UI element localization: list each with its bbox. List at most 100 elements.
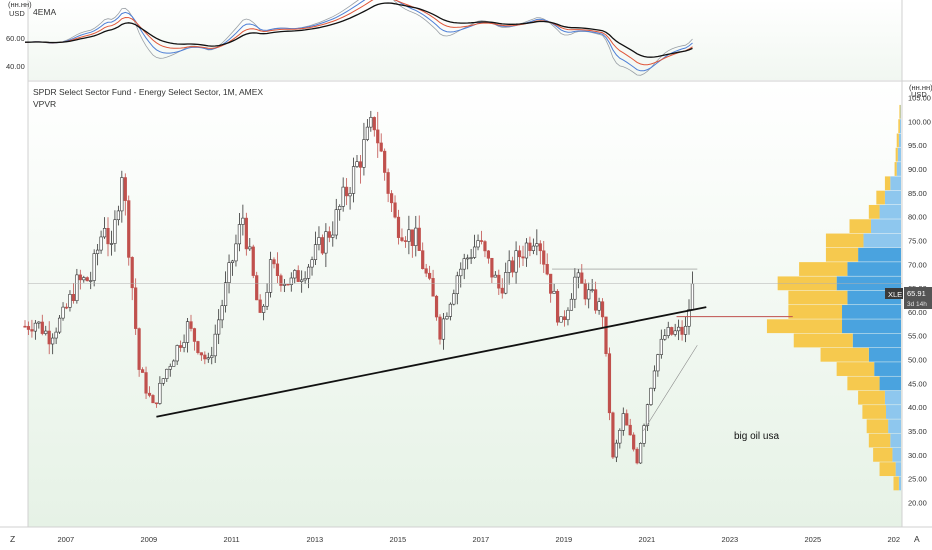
candle-down (546, 264, 549, 274)
volume-profile-up-bar (850, 219, 871, 233)
candle-up (660, 339, 663, 354)
x-tick-label: 2017 (473, 535, 490, 544)
volume-profile-up-bar (858, 391, 885, 405)
candle-down (397, 217, 400, 237)
volume-profile-up-bar (880, 462, 896, 476)
candle-down (542, 251, 545, 265)
candle-down (584, 283, 587, 299)
volume-profile-down-bar (885, 191, 901, 205)
candle-up (82, 278, 85, 280)
candle-down (124, 178, 127, 201)
volume-profile-down-bar (842, 305, 901, 319)
candle-down (529, 243, 532, 251)
candle-down (359, 162, 362, 168)
candle-down (27, 326, 30, 329)
candle-up (473, 247, 476, 258)
candle-down (287, 284, 290, 285)
candle-down (556, 291, 559, 322)
candle-up (262, 306, 265, 312)
candle-down (487, 251, 490, 258)
candle-up (51, 338, 54, 344)
candle-down (612, 413, 615, 457)
volume-profile-up-bar (867, 419, 888, 433)
y-tick-label: 30.00 (908, 451, 927, 460)
volume-profile-down-bar (842, 319, 901, 333)
candle-down (127, 201, 130, 258)
candle-down (501, 288, 504, 293)
candle-down (401, 238, 404, 241)
candle-up (684, 326, 687, 334)
countdown-badge: 3d 14h (907, 301, 927, 308)
candle-up (214, 334, 217, 356)
candle-down (41, 322, 44, 334)
candle-down (152, 395, 155, 402)
candle-down (428, 273, 431, 278)
candle-up (352, 167, 355, 194)
x-tick-label: 202 (888, 535, 901, 544)
candle-down (134, 288, 137, 329)
corner-left[interactable]: Z (10, 534, 15, 544)
candle-up (314, 245, 317, 260)
candle-up (356, 162, 359, 167)
candle-up (553, 291, 556, 293)
y-tick-label: 55.00 (908, 332, 927, 341)
candle-down (193, 329, 196, 342)
candle-up (442, 319, 445, 339)
y-tick-label: 70.00 (908, 260, 927, 269)
candle-down (131, 257, 134, 287)
volume-profile-up-bar (788, 305, 842, 319)
candle-up (598, 302, 601, 311)
candle-down (259, 300, 262, 313)
y-tick-label: 85.00 (908, 189, 927, 198)
volume-profile-up-bar (876, 191, 885, 205)
candle-up (470, 257, 473, 258)
candle-down (681, 327, 684, 334)
candle-up (366, 127, 369, 139)
candle-up (172, 361, 175, 366)
candle-up (159, 383, 162, 403)
candle-up (93, 254, 96, 281)
candle-down (376, 130, 379, 143)
upper-y-tick-label: 60.00 (6, 34, 25, 43)
candle-up (186, 322, 189, 343)
candle-down (563, 317, 566, 320)
indicator-label: VPVR (33, 99, 56, 109)
candle-up (342, 187, 345, 206)
candle-up (183, 342, 186, 347)
volume-profile-up-bar (826, 234, 864, 248)
candle-down (625, 414, 628, 426)
x-tick-label: 2019 (556, 535, 573, 544)
candle-up (235, 244, 238, 261)
candle-up (574, 277, 577, 299)
candle-up (363, 140, 366, 168)
candle-up (76, 275, 79, 301)
ticker-badge: XLE (888, 290, 902, 299)
volume-profile-up-bar (873, 448, 892, 462)
candle-down (670, 327, 673, 334)
candle-up (619, 430, 622, 443)
candle-up (414, 228, 417, 246)
candle-up (248, 247, 251, 249)
candle-down (72, 294, 75, 300)
candle-down (491, 258, 494, 277)
candle-up (459, 269, 462, 276)
volume-profile-down-bar (899, 477, 901, 491)
candle-up (408, 230, 411, 242)
candle-down (387, 172, 390, 193)
candle-up (453, 294, 456, 304)
candle-up (89, 281, 92, 282)
candle-up (335, 210, 338, 235)
y-tick-label: 80.00 (908, 213, 927, 222)
candle-down (497, 275, 500, 288)
volume-profile-up-bar (847, 376, 879, 390)
volume-profile-down-bar (886, 405, 901, 419)
upper-indicator-label: 4EMA (33, 7, 56, 17)
candle-up (663, 336, 666, 340)
volume-profile-up-bar (767, 319, 842, 333)
x-tick-label: 2013 (307, 535, 324, 544)
candle-up (121, 178, 124, 211)
x-tick-label: 2007 (58, 535, 75, 544)
corner-right[interactable]: A (914, 534, 920, 544)
volume-profile-down-bar (890, 176, 901, 190)
